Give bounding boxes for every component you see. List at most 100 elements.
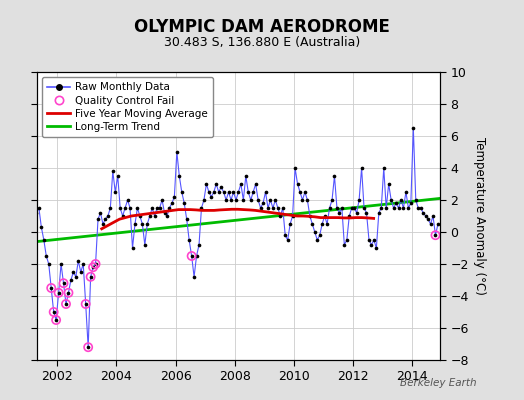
- Point: [414, 205, 422, 211]
- Point: [121, 205, 129, 211]
- Point: [47, 285, 56, 291]
- Point: [353, 210, 361, 216]
- Point: [59, 280, 68, 286]
- Point: [308, 221, 316, 227]
- Point: [227, 197, 235, 203]
- Point: [220, 189, 228, 195]
- Point: [108, 168, 117, 174]
- Point: [180, 200, 189, 206]
- Point: [170, 194, 179, 200]
- Point: [37, 224, 46, 230]
- Point: [303, 197, 312, 203]
- Point: [421, 213, 430, 219]
- Point: [321, 213, 329, 219]
- Point: [392, 200, 400, 206]
- Point: [54, 290, 63, 296]
- Point: [138, 221, 147, 227]
- Point: [27, 205, 36, 211]
- Point: [136, 213, 144, 219]
- Point: [256, 205, 265, 211]
- Point: [377, 205, 386, 211]
- Point: [431, 232, 440, 238]
- Point: [99, 221, 107, 227]
- Point: [195, 242, 203, 248]
- Point: [72, 274, 80, 280]
- Point: [411, 197, 420, 203]
- Point: [163, 213, 171, 219]
- Point: [230, 189, 238, 195]
- Point: [25, 149, 33, 155]
- Point: [288, 213, 297, 219]
- Point: [372, 245, 380, 251]
- Point: [156, 205, 164, 211]
- Point: [237, 181, 245, 187]
- Point: [387, 197, 395, 203]
- Point: [313, 237, 321, 243]
- Point: [330, 173, 339, 179]
- Point: [49, 309, 58, 315]
- Point: [210, 189, 218, 195]
- Point: [305, 213, 314, 219]
- Point: [111, 189, 119, 195]
- Point: [158, 197, 166, 203]
- Point: [64, 290, 73, 296]
- Point: [357, 165, 366, 171]
- Point: [207, 194, 215, 200]
- Point: [131, 221, 139, 227]
- Point: [89, 264, 97, 270]
- Point: [279, 205, 287, 211]
- Point: [291, 165, 299, 171]
- Point: [146, 213, 154, 219]
- Point: [234, 189, 243, 195]
- Point: [407, 200, 415, 206]
- Point: [40, 237, 48, 243]
- Point: [375, 210, 383, 216]
- Point: [143, 221, 151, 227]
- Point: [427, 221, 435, 227]
- Point: [123, 197, 132, 203]
- Point: [395, 205, 403, 211]
- Point: [172, 149, 181, 155]
- Point: [333, 205, 341, 211]
- Point: [84, 344, 92, 350]
- Point: [271, 197, 280, 203]
- Text: 30.483 S, 136.880 E (Australia): 30.483 S, 136.880 E (Australia): [164, 36, 360, 49]
- Point: [355, 197, 363, 203]
- Point: [399, 205, 408, 211]
- Point: [402, 189, 410, 195]
- Point: [266, 197, 275, 203]
- Point: [79, 261, 88, 267]
- Point: [244, 189, 253, 195]
- Point: [45, 261, 53, 267]
- Point: [35, 205, 43, 211]
- Point: [434, 221, 442, 227]
- Point: [335, 210, 344, 216]
- Point: [168, 200, 176, 206]
- Point: [370, 237, 378, 243]
- Point: [150, 213, 159, 219]
- Point: [424, 216, 432, 222]
- Point: [148, 205, 156, 211]
- Point: [202, 181, 211, 187]
- Point: [239, 197, 247, 203]
- Point: [249, 189, 257, 195]
- Point: [94, 216, 102, 222]
- Point: [62, 301, 70, 307]
- Point: [367, 242, 376, 248]
- Point: [106, 205, 115, 211]
- Point: [315, 232, 324, 238]
- Point: [281, 232, 289, 238]
- Point: [96, 210, 105, 216]
- Point: [269, 205, 277, 211]
- Point: [197, 205, 205, 211]
- Point: [431, 232, 440, 238]
- Point: [114, 173, 122, 179]
- Point: [242, 173, 250, 179]
- Point: [64, 290, 73, 296]
- Point: [175, 173, 183, 179]
- Point: [67, 277, 75, 283]
- Point: [160, 210, 169, 216]
- Point: [52, 317, 60, 323]
- Point: [188, 253, 196, 259]
- Point: [419, 210, 428, 216]
